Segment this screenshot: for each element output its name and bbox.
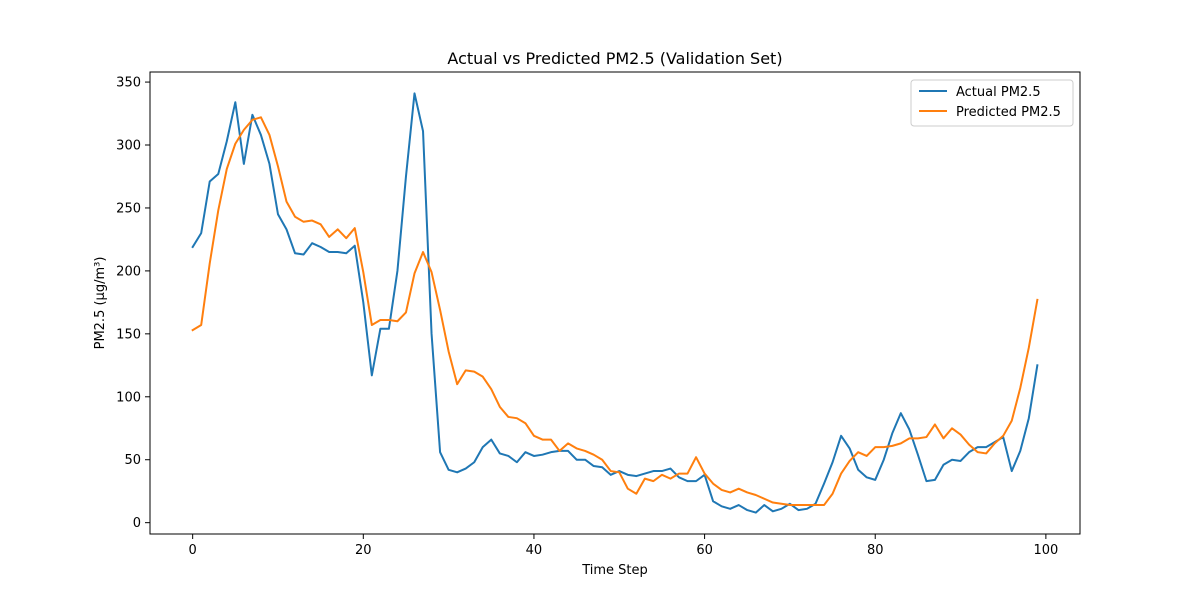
x-tick-label: 100 — [1033, 543, 1058, 558]
chart-title: Actual vs Predicted PM2.5 (Validation Se… — [447, 49, 782, 68]
x-tick-label: 40 — [526, 543, 543, 558]
y-tick-label: 50 — [124, 453, 141, 468]
tick-layer: 0 20 40 60 80 100 0 50 100 150 200 250 300 350 — [116, 76, 1058, 558]
y-tick-label: 100 — [116, 390, 141, 405]
x-axis-label: Time Step — [581, 563, 648, 578]
legend-box — [910, 79, 1074, 127]
legend: Actual PM2.5 Predicted PM2.5 — [910, 79, 1074, 127]
plot-area — [150, 72, 1080, 534]
x-tick-label: 0 — [189, 543, 197, 558]
y-tick-label: 350 — [116, 76, 141, 91]
series-line-predicted — [191, 116, 1039, 507]
legend-label-actual: Actual PM2.5 — [956, 85, 1041, 100]
plot-frame — [149, 71, 1081, 535]
y-tick-label: 250 — [116, 201, 141, 216]
series-line-actual — [191, 92, 1039, 514]
y-tick-label: 300 — [116, 139, 141, 154]
y-tick-label: 0 — [133, 516, 141, 531]
y-tick-label: 200 — [116, 264, 141, 279]
x-tick-label: 80 — [867, 543, 884, 558]
x-tick-label: 20 — [355, 543, 372, 558]
legend-label-predicted: Predicted PM2.5 — [956, 105, 1061, 120]
y-axis-label: PM2.5 (μg/m³) — [93, 257, 108, 350]
x-tick-label: 60 — [696, 543, 713, 558]
y-tick-label: 150 — [116, 327, 141, 342]
series-layer — [191, 92, 1039, 514]
